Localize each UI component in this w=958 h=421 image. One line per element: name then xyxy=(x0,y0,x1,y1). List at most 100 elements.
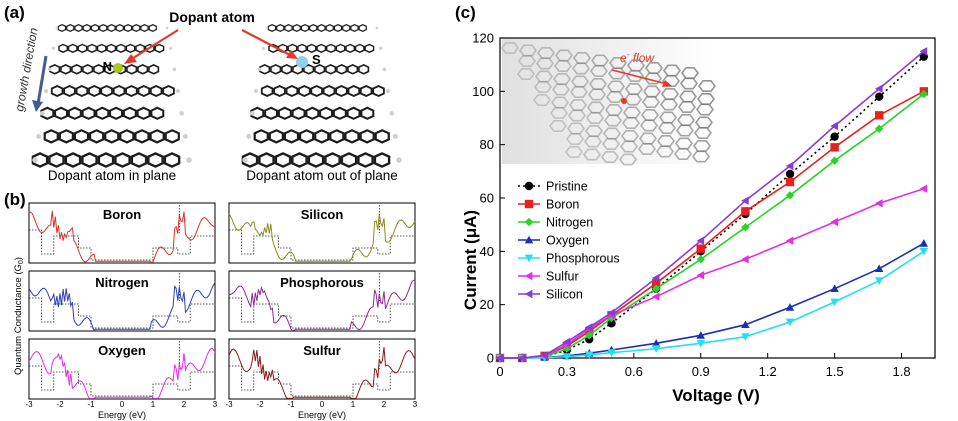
x-tick-label: 1.8 xyxy=(892,364,910,379)
hexagon-ring xyxy=(125,84,138,98)
hexagon-ring xyxy=(335,43,346,53)
legend-marker xyxy=(524,181,534,191)
energy-tick-label: 1 xyxy=(351,400,356,409)
doped-trace xyxy=(28,347,216,399)
data-point xyxy=(696,244,705,253)
subplot-title: Boron xyxy=(103,207,141,222)
hexagon-ring xyxy=(358,24,367,32)
subplot-title: Nitrogen xyxy=(95,275,149,290)
tube-dopant-atom xyxy=(621,98,627,104)
hexagon-ring xyxy=(324,152,341,168)
energy-tick-label: 2 xyxy=(182,400,187,409)
hexagon-ring xyxy=(164,129,180,144)
energy-tick-label: 0 xyxy=(320,400,325,409)
x-tick-label: 0.3 xyxy=(558,364,576,379)
data-point xyxy=(696,236,705,245)
tube-hexagon xyxy=(553,59,573,72)
tube-hexagon xyxy=(583,135,603,148)
data-point xyxy=(652,273,660,283)
tube-hexagon xyxy=(570,75,590,88)
hexagon-ring xyxy=(106,43,117,53)
hexagon-ring xyxy=(325,43,336,53)
hexagon-ring xyxy=(149,129,165,144)
hydrogen-atom xyxy=(261,46,265,50)
hexagon-ring xyxy=(73,129,90,144)
hexagon-ring xyxy=(274,152,292,168)
hexagon-ring xyxy=(134,129,150,144)
panel-a-label: (a) xyxy=(4,3,25,22)
tube-hexagon xyxy=(674,137,694,150)
hexagon-ring xyxy=(58,129,75,144)
hydrogen-atom xyxy=(392,133,398,139)
hexagon-ring xyxy=(137,64,149,75)
legend-label: Pristine xyxy=(546,180,588,194)
hexagon-ring xyxy=(358,64,370,75)
tube-hexagon xyxy=(695,103,715,116)
data-point xyxy=(875,264,884,272)
hexagon-ring xyxy=(273,84,286,98)
data-point xyxy=(785,236,794,245)
tube-hexagon xyxy=(655,145,675,158)
tube-hexagon xyxy=(532,94,552,106)
hexagon-ring xyxy=(66,24,75,32)
legend-label: Oxygen xyxy=(546,234,589,248)
hexagon-ring xyxy=(122,106,137,120)
tube-hexagon xyxy=(607,67,627,80)
hexagon-ring xyxy=(81,106,96,120)
hydrogen-atom xyxy=(186,157,192,163)
tube-hexagon xyxy=(697,80,717,92)
tube-hexagon xyxy=(590,54,610,67)
hydrogen-atom xyxy=(253,88,259,94)
hexagon-ring xyxy=(136,106,151,120)
hexagon-ring xyxy=(48,152,65,168)
data-point xyxy=(696,331,705,339)
hexagon-ring xyxy=(107,24,116,32)
hexagon-ring xyxy=(283,129,300,144)
hexagon-ring xyxy=(250,106,265,120)
tube-hexagon xyxy=(588,78,608,90)
hexagon-ring xyxy=(357,152,374,168)
energy-tick-label: -2 xyxy=(256,400,264,409)
tube-hexagon xyxy=(549,107,569,119)
data-point xyxy=(785,303,795,311)
tube-hexagon xyxy=(589,65,609,77)
hydrogen-atom xyxy=(179,111,184,116)
hexagon-ring xyxy=(123,24,133,32)
current-axis-label: Current (μA) xyxy=(461,210,480,310)
data-point xyxy=(785,191,795,200)
hexagon-ring xyxy=(333,24,343,32)
y-tick-label: 60 xyxy=(480,191,494,206)
legend-marker xyxy=(524,271,533,281)
hexagon-ring xyxy=(291,152,308,168)
hexagon-ring xyxy=(60,64,72,75)
hydrogen-atom xyxy=(175,88,181,94)
tube-hexagon xyxy=(552,73,572,85)
electron-flow-label: e- flow xyxy=(620,50,655,65)
energy-tick-label: -2 xyxy=(56,400,64,409)
subplot-oxygen: Oxygen xyxy=(28,338,216,400)
legend-label: Phosphorous xyxy=(546,252,620,266)
hexagon-ring xyxy=(317,24,326,32)
data-point xyxy=(651,279,661,288)
energy-tick-label: -1 xyxy=(287,400,295,409)
tube-hexagon xyxy=(673,148,693,160)
tube-hexagon xyxy=(661,75,681,87)
tube-hexagon xyxy=(602,127,622,140)
hexagon-ring xyxy=(300,24,310,32)
tube-hexagon xyxy=(676,114,696,126)
hexagon-ring xyxy=(163,152,181,168)
hexagon-ring xyxy=(344,129,360,144)
hexagon-ring xyxy=(144,43,155,53)
hexagon-ring xyxy=(325,64,337,75)
hexagon-ring xyxy=(359,129,375,144)
hexagon-ring xyxy=(258,152,275,168)
legend-entry: Phosphorous xyxy=(518,252,620,266)
hexagon-ring xyxy=(88,129,105,144)
hexagon-ring xyxy=(345,43,356,53)
hexagon-ring xyxy=(322,84,336,98)
panel-c-label: (c) xyxy=(455,3,476,22)
hexagon-ring xyxy=(137,84,151,98)
caption-out-of-plane: Dopant atom out of plane xyxy=(246,168,398,183)
tube-hexagon xyxy=(565,133,585,145)
hexagon-ring xyxy=(298,129,315,144)
